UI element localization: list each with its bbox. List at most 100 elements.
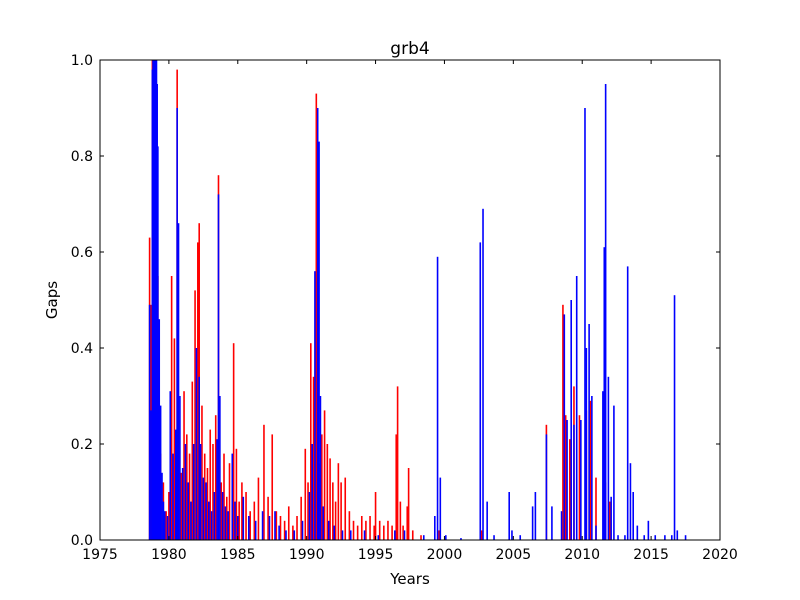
bar-series-1-89	[566, 420, 568, 540]
x-tick-label: 1980	[151, 547, 187, 563]
bar-series-0-96	[595, 477, 597, 540]
bar-series-1-24	[184, 444, 187, 540]
bar-series-1-44	[236, 516, 239, 540]
bar-series-0-30	[223, 453, 225, 540]
bar-series-0-37	[245, 492, 247, 540]
bar-series-1-111	[643, 535, 646, 540]
bar-series-1-107	[626, 266, 629, 540]
bar-series-1-69	[403, 530, 406, 540]
x-tick-label: 1995	[358, 547, 394, 563]
bar-series-1-80	[508, 492, 510, 540]
x-tick-label: 1975	[82, 547, 118, 563]
bar-series-0-65	[344, 477, 347, 540]
bar-series-0-69	[360, 516, 363, 540]
bar-series-0-51	[304, 448, 307, 540]
bar-series-0-73	[374, 492, 377, 540]
bar-series-0-85	[420, 535, 422, 540]
bar-series-0-74	[378, 520, 381, 540]
bar-series-0-61	[332, 482, 334, 540]
bar-series-1-63	[333, 525, 336, 540]
bar-series-1-20	[176, 108, 178, 540]
bar-series-1-15	[163, 511, 166, 540]
bar-series-1-81	[511, 530, 513, 540]
y-axis: 0.0 0.2 0.4 0.6 0.8 1.0	[71, 53, 720, 549]
bar-series-1-41	[227, 511, 229, 540]
bar-series-1-16	[166, 516, 169, 540]
bar-series-0-59	[326, 444, 329, 540]
bar-series-1-93	[580, 420, 582, 540]
plot-frame	[99, 59, 721, 541]
bar-series-1-59	[318, 141, 320, 540]
bar-series-1-110	[636, 525, 639, 540]
bar-series-0-24	[206, 468, 209, 540]
bar-series-0-68	[356, 525, 359, 540]
bar-series-1-18	[172, 453, 174, 540]
x-axis: 1975 1980 1985 1990 1995 2000 2005 2010 2015 2020	[82, 60, 738, 563]
x-tick-label: 1990	[289, 547, 325, 563]
bar-series-0-38	[249, 511, 251, 540]
bar-series-1-67	[377, 535, 380, 540]
bar-series-1-96	[588, 324, 590, 540]
bar-series-1-30	[199, 444, 202, 540]
bar-series-1-28	[195, 348, 198, 540]
bar-series-1-106	[624, 535, 626, 540]
bar-series-1-54	[301, 520, 304, 540]
bar-series-0-82	[406, 506, 409, 540]
bar-series-0-86	[438, 530, 440, 540]
bar-series-0-10	[170, 276, 173, 540]
bar-series-1-32	[205, 482, 207, 540]
x-tick-label: 2005	[496, 547, 532, 563]
bar-series-1-98	[595, 525, 597, 540]
bar-series-0-81	[402, 525, 404, 540]
bar-series-1-42	[231, 453, 234, 540]
bar-series-0-83	[407, 468, 410, 540]
bar-series-1-86	[551, 506, 553, 540]
bar-series-1-100	[603, 247, 606, 540]
bar-series-1-78	[486, 501, 488, 540]
bar-series-1-114	[664, 535, 666, 540]
bar-series-1-1	[150, 410, 152, 540]
bar-series-0-23	[203, 453, 206, 540]
x-tick-label: 2000	[427, 547, 463, 563]
bar-series-1-104	[613, 405, 615, 540]
bar-series-0-14	[180, 472, 183, 540]
bar-series-0-98	[608, 501, 611, 540]
bar-series-1-102	[607, 376, 610, 540]
bar-series-1-27	[192, 444, 195, 540]
x-tick-label: 2015	[633, 547, 669, 563]
y-tick-label: 0.4	[71, 341, 93, 357]
bar-series-1-55	[308, 492, 311, 540]
bar-series-1-70	[422, 535, 425, 540]
bar-series-0-52	[307, 482, 309, 540]
bar-series-0-16	[186, 434, 188, 540]
bar-series-1-38	[219, 396, 221, 540]
bar-series-0-63	[337, 463, 340, 540]
bar-series-1-12	[159, 405, 162, 540]
bar-series-0-9	[168, 492, 170, 540]
bar-series-1-73	[439, 477, 442, 540]
bar-series-1-97	[591, 396, 593, 540]
bar-series-0-80	[399, 501, 402, 540]
bar-series-1-43	[234, 501, 236, 540]
bar-series-1-61	[322, 506, 324, 540]
bar-series-0-62	[334, 501, 337, 540]
bar-series-1-25	[187, 482, 189, 540]
bar-series-1-33	[208, 501, 210, 540]
bar-series-0-84	[411, 530, 414, 540]
bar-series-1-60	[319, 396, 322, 540]
bar-series-1-11	[158, 319, 161, 540]
bar-series-1-101	[604, 84, 607, 540]
bar-series-1-94	[584, 108, 586, 540]
bar-series-1-49	[268, 516, 271, 540]
bar-series-1-74	[445, 535, 447, 540]
bars-layer	[148, 60, 687, 541]
bar-series-0-18	[191, 381, 194, 540]
bar-series-0-91	[569, 439, 571, 540]
bar-series-0-47	[287, 506, 290, 540]
bar-series-1-34	[210, 511, 213, 540]
bar-series-1-113	[654, 535, 657, 540]
bar-series-1-22	[179, 396, 181, 540]
bar-series-1-83	[531, 506, 534, 540]
bar-series-0-60	[329, 458, 331, 540]
